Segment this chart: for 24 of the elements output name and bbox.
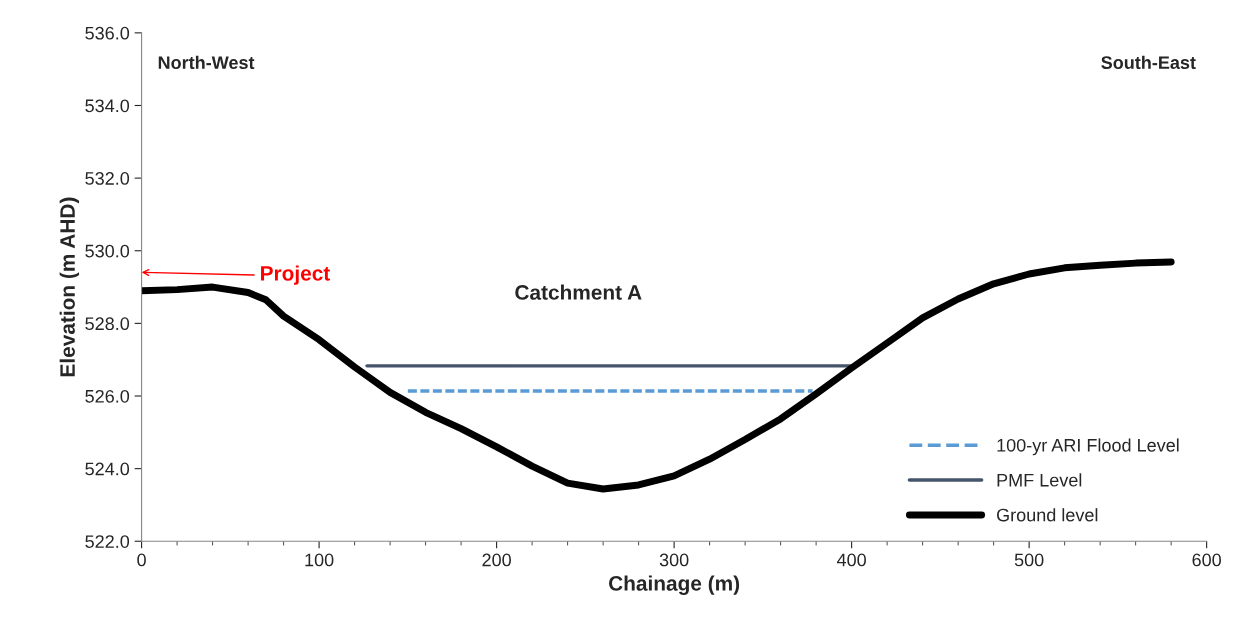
x-tick-label: 200 [482, 553, 511, 567]
x-tick-label: 600 [1192, 553, 1221, 567]
legend-label: 100-yr ARI Flood Level [997, 438, 1179, 456]
y-tick-label: 524.0 [85, 462, 130, 476]
y-tick-label: 534.0 [85, 99, 130, 113]
x-axis-title: Chainage (m) [609, 575, 740, 595]
legend-label: PMF Level [997, 473, 1082, 487]
legend-label: Ground level [997, 508, 1098, 522]
annotation: Project [261, 265, 331, 285]
y-axis-title: Elevation (m AHD) [59, 197, 80, 377]
y-tick-label: 526.0 [85, 389, 130, 403]
y-tick-label: 536.0 [85, 26, 130, 40]
y-tick-label: 528.0 [85, 317, 130, 331]
annotation: Catchment A [515, 284, 642, 300]
y-tick-label: 532.0 [85, 172, 130, 185]
x-tick-label: 0 [137, 553, 146, 567]
annotation: South-East [1101, 55, 1196, 69]
x-tick-label: 500 [1014, 553, 1044, 567]
y-tick-label: 530.0 [85, 244, 130, 258]
y-tick-label: 522.0 [85, 535, 130, 548]
x-tick-label: 300 [659, 553, 689, 567]
x-tick-label: 100 [305, 553, 334, 567]
x-tick-label: 400 [836, 553, 866, 567]
annotation: North-West [158, 55, 255, 69]
